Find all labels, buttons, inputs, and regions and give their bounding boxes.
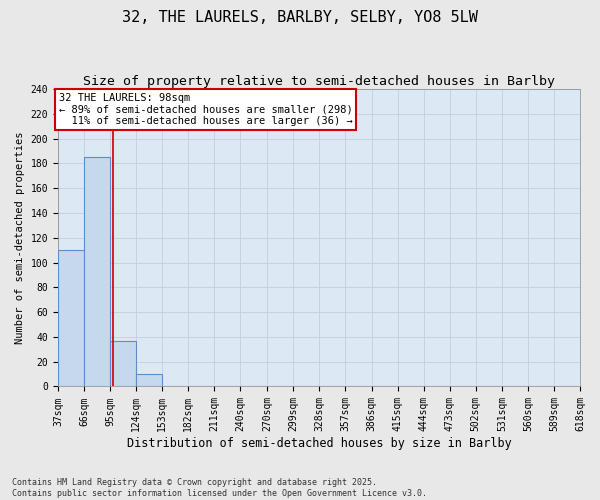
Bar	[136, 374, 162, 386]
Bar	[84, 158, 110, 386]
Text: 32, THE LAURELS, BARLBY, SELBY, YO8 5LW: 32, THE LAURELS, BARLBY, SELBY, YO8 5LW	[122, 10, 478, 25]
X-axis label: Distribution of semi-detached houses by size in Barlby: Distribution of semi-detached houses by …	[127, 437, 511, 450]
Text: Contains HM Land Registry data © Crown copyright and database right 2025.
Contai: Contains HM Land Registry data © Crown c…	[12, 478, 427, 498]
Bar	[58, 250, 84, 386]
Text: 32 THE LAURELS: 98sqm
← 89% of semi-detached houses are smaller (298)
  11% of s: 32 THE LAURELS: 98sqm ← 89% of semi-deta…	[59, 93, 353, 126]
Title: Size of property relative to semi-detached houses in Barlby: Size of property relative to semi-detach…	[83, 75, 555, 88]
Bar	[110, 340, 136, 386]
Y-axis label: Number of semi-detached properties: Number of semi-detached properties	[15, 132, 25, 344]
